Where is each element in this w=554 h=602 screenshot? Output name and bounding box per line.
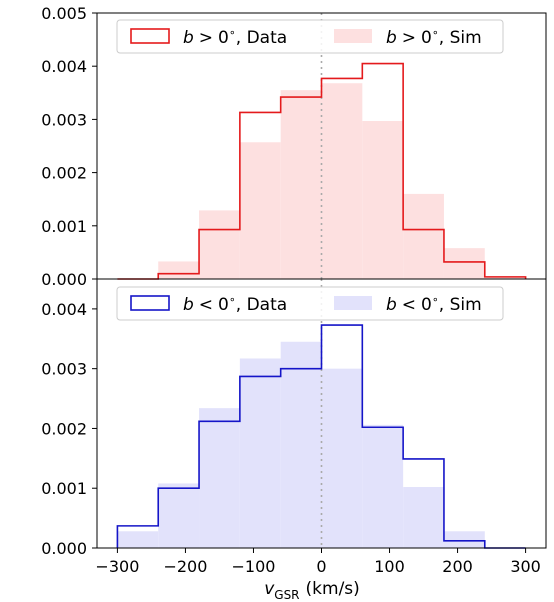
top-sim-bar xyxy=(158,261,200,279)
x-tick-label: −300 xyxy=(95,557,139,576)
x-tick-label: 0 xyxy=(316,557,326,576)
bottom-y-axis-ticks: 0.000 0.001 0.002 0.003 0.004 xyxy=(41,300,97,558)
top-y-tick-label: 0.003 xyxy=(41,110,87,129)
top-panel: 0.000 0.001 0.002 0.003 0.004 0.005 b >0∘, Dat… xyxy=(41,4,547,289)
bottom-axes-frame xyxy=(96,278,547,549)
top-legend-sim-label: b >0∘, Sim xyxy=(386,26,482,48)
bot-sim-bar xyxy=(443,531,485,548)
x-tick-label: 100 xyxy=(374,557,405,576)
top-legend-sim-swatch xyxy=(334,29,372,43)
top-sim-bar xyxy=(443,248,485,279)
bottom-sim-histogram xyxy=(117,341,485,548)
bot-y-tick-label: 0.003 xyxy=(41,360,87,379)
x-tick-label: 300 xyxy=(510,557,541,576)
top-y-tick-label: 0.000 xyxy=(41,270,87,289)
top-legend: b >0∘, Data b >0∘, Sim xyxy=(116,19,504,54)
top-data-step-histogram xyxy=(117,62,527,280)
top-legend-data-swatch xyxy=(130,28,170,44)
bottom-panel: 0.000 0.001 0.002 0.003 0.004 −300 −200 −100 0 1… xyxy=(41,278,547,602)
bottom-data-step-histogram xyxy=(116,324,526,549)
bottom-x-axis-ticks: −300 −200 −100 0 100 200 300 xyxy=(95,548,541,576)
bottom-legend-box xyxy=(116,286,504,321)
bottom-legend-sim-label: b <0∘, Sim xyxy=(386,293,482,315)
top-sim-histogram xyxy=(158,83,526,279)
top-y-tick-label: 0.005 xyxy=(41,4,87,23)
bottom-legend: b <0∘, Data b <0∘, Sim xyxy=(116,286,504,321)
top-y-tick-label: 0.004 xyxy=(41,57,87,76)
bot-sim-bar xyxy=(199,408,240,548)
top-sim-bar xyxy=(321,83,363,279)
top-y-axis-ticks: 0.000 0.001 0.002 0.003 0.004 0.005 xyxy=(41,4,97,289)
top-sim-bar xyxy=(199,210,240,279)
x-tick-label: 200 xyxy=(442,557,473,576)
bot-y-tick-label: 0.004 xyxy=(41,300,87,319)
top-sim-bar xyxy=(280,90,322,279)
top-sim-bar xyxy=(239,142,281,279)
bot-sim-bar xyxy=(362,424,404,548)
top-legend-data-label: b >0∘, Data xyxy=(183,26,287,48)
bot-sim-bar xyxy=(117,531,159,548)
top-sim-bar xyxy=(484,276,526,279)
bot-y-tick-label: 0.000 xyxy=(41,539,87,558)
bot-y-tick-label: 0.001 xyxy=(41,479,87,498)
bot-sim-bar xyxy=(403,487,444,548)
top-sim-bar xyxy=(362,120,404,279)
top-sim-bar xyxy=(403,193,444,279)
top-y-tick-label: 0.001 xyxy=(41,217,87,236)
bottom-legend-data-swatch xyxy=(130,295,170,311)
x-tick-label: −100 xyxy=(231,557,275,576)
bot-sim-bar xyxy=(321,368,363,548)
x-axis-label: vGSR (km/s) xyxy=(264,579,360,602)
bot-y-tick-label: 0.002 xyxy=(41,419,87,438)
bot-sim-bar xyxy=(280,341,322,548)
bottom-legend-data-label: b <0∘, Data xyxy=(183,293,287,315)
bot-sim-bar xyxy=(239,358,281,548)
bot-sim-bar xyxy=(158,483,200,548)
bottom-legend-sim-swatch xyxy=(334,296,372,310)
top-y-tick-label: 0.002 xyxy=(41,164,87,183)
top-legend-box xyxy=(116,19,504,54)
x-tick-label: −200 xyxy=(163,557,207,576)
